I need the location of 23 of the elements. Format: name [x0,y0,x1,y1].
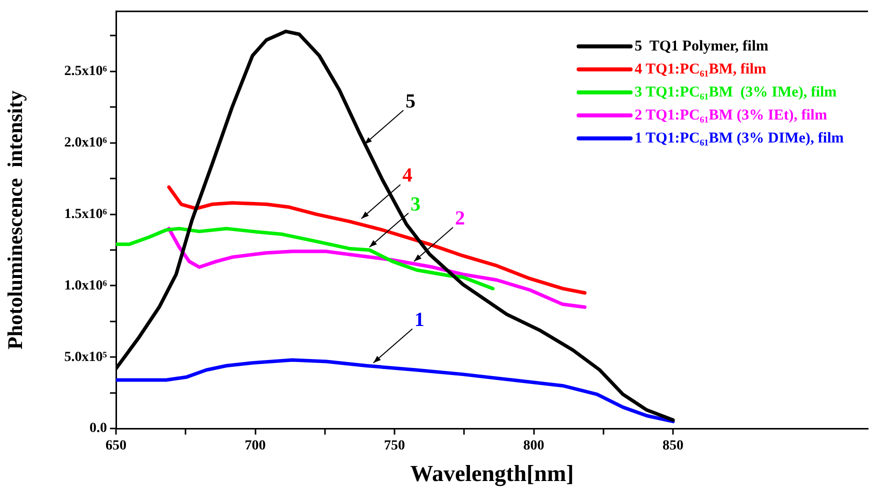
annotation: 1 [414,309,424,332]
y-tick-label: 1.5x10⁶ [64,206,107,222]
x-tick-label: 650 [106,438,126,454]
y-tick-label: 2.5x10⁶ [64,64,107,80]
x-tick-label: 800 [523,438,544,454]
x-tick-label: 850 [662,438,684,454]
y-tick-label: 2.0x10⁶ [64,135,107,150]
annotation: 4 [402,164,412,187]
x-tick-label: 700 [244,438,266,454]
legend-label: 5 TQ1 Polymer, film [634,38,769,54]
y-tick-label: 1.0x10⁶ [64,278,107,294]
y-axis-title: Photoluminescence intensity [3,90,28,350]
legend-label: 3 TQ1:PC₆₁BM (3% IMe), film [634,84,838,100]
x-tick-label: 750 [384,438,406,454]
legend-label: 1 TQ1:PC₆₁BM (3% DIMe), film [634,130,844,146]
legend-label: 4 TQ1:PC₆₁BM, film [634,61,767,78]
annotation: 3 [410,193,420,216]
y-tick-label: 5.0x10⁵ [64,350,107,365]
y-tick-label: 0.0 [90,421,107,436]
annotation: 2 [455,208,466,230]
legend-label: 2 TQ1:PC₆₁BM (3% IEt), film [634,107,828,124]
annotation: 5 [405,90,416,112]
x-axis-title: Wavelength[nm] [410,461,574,488]
